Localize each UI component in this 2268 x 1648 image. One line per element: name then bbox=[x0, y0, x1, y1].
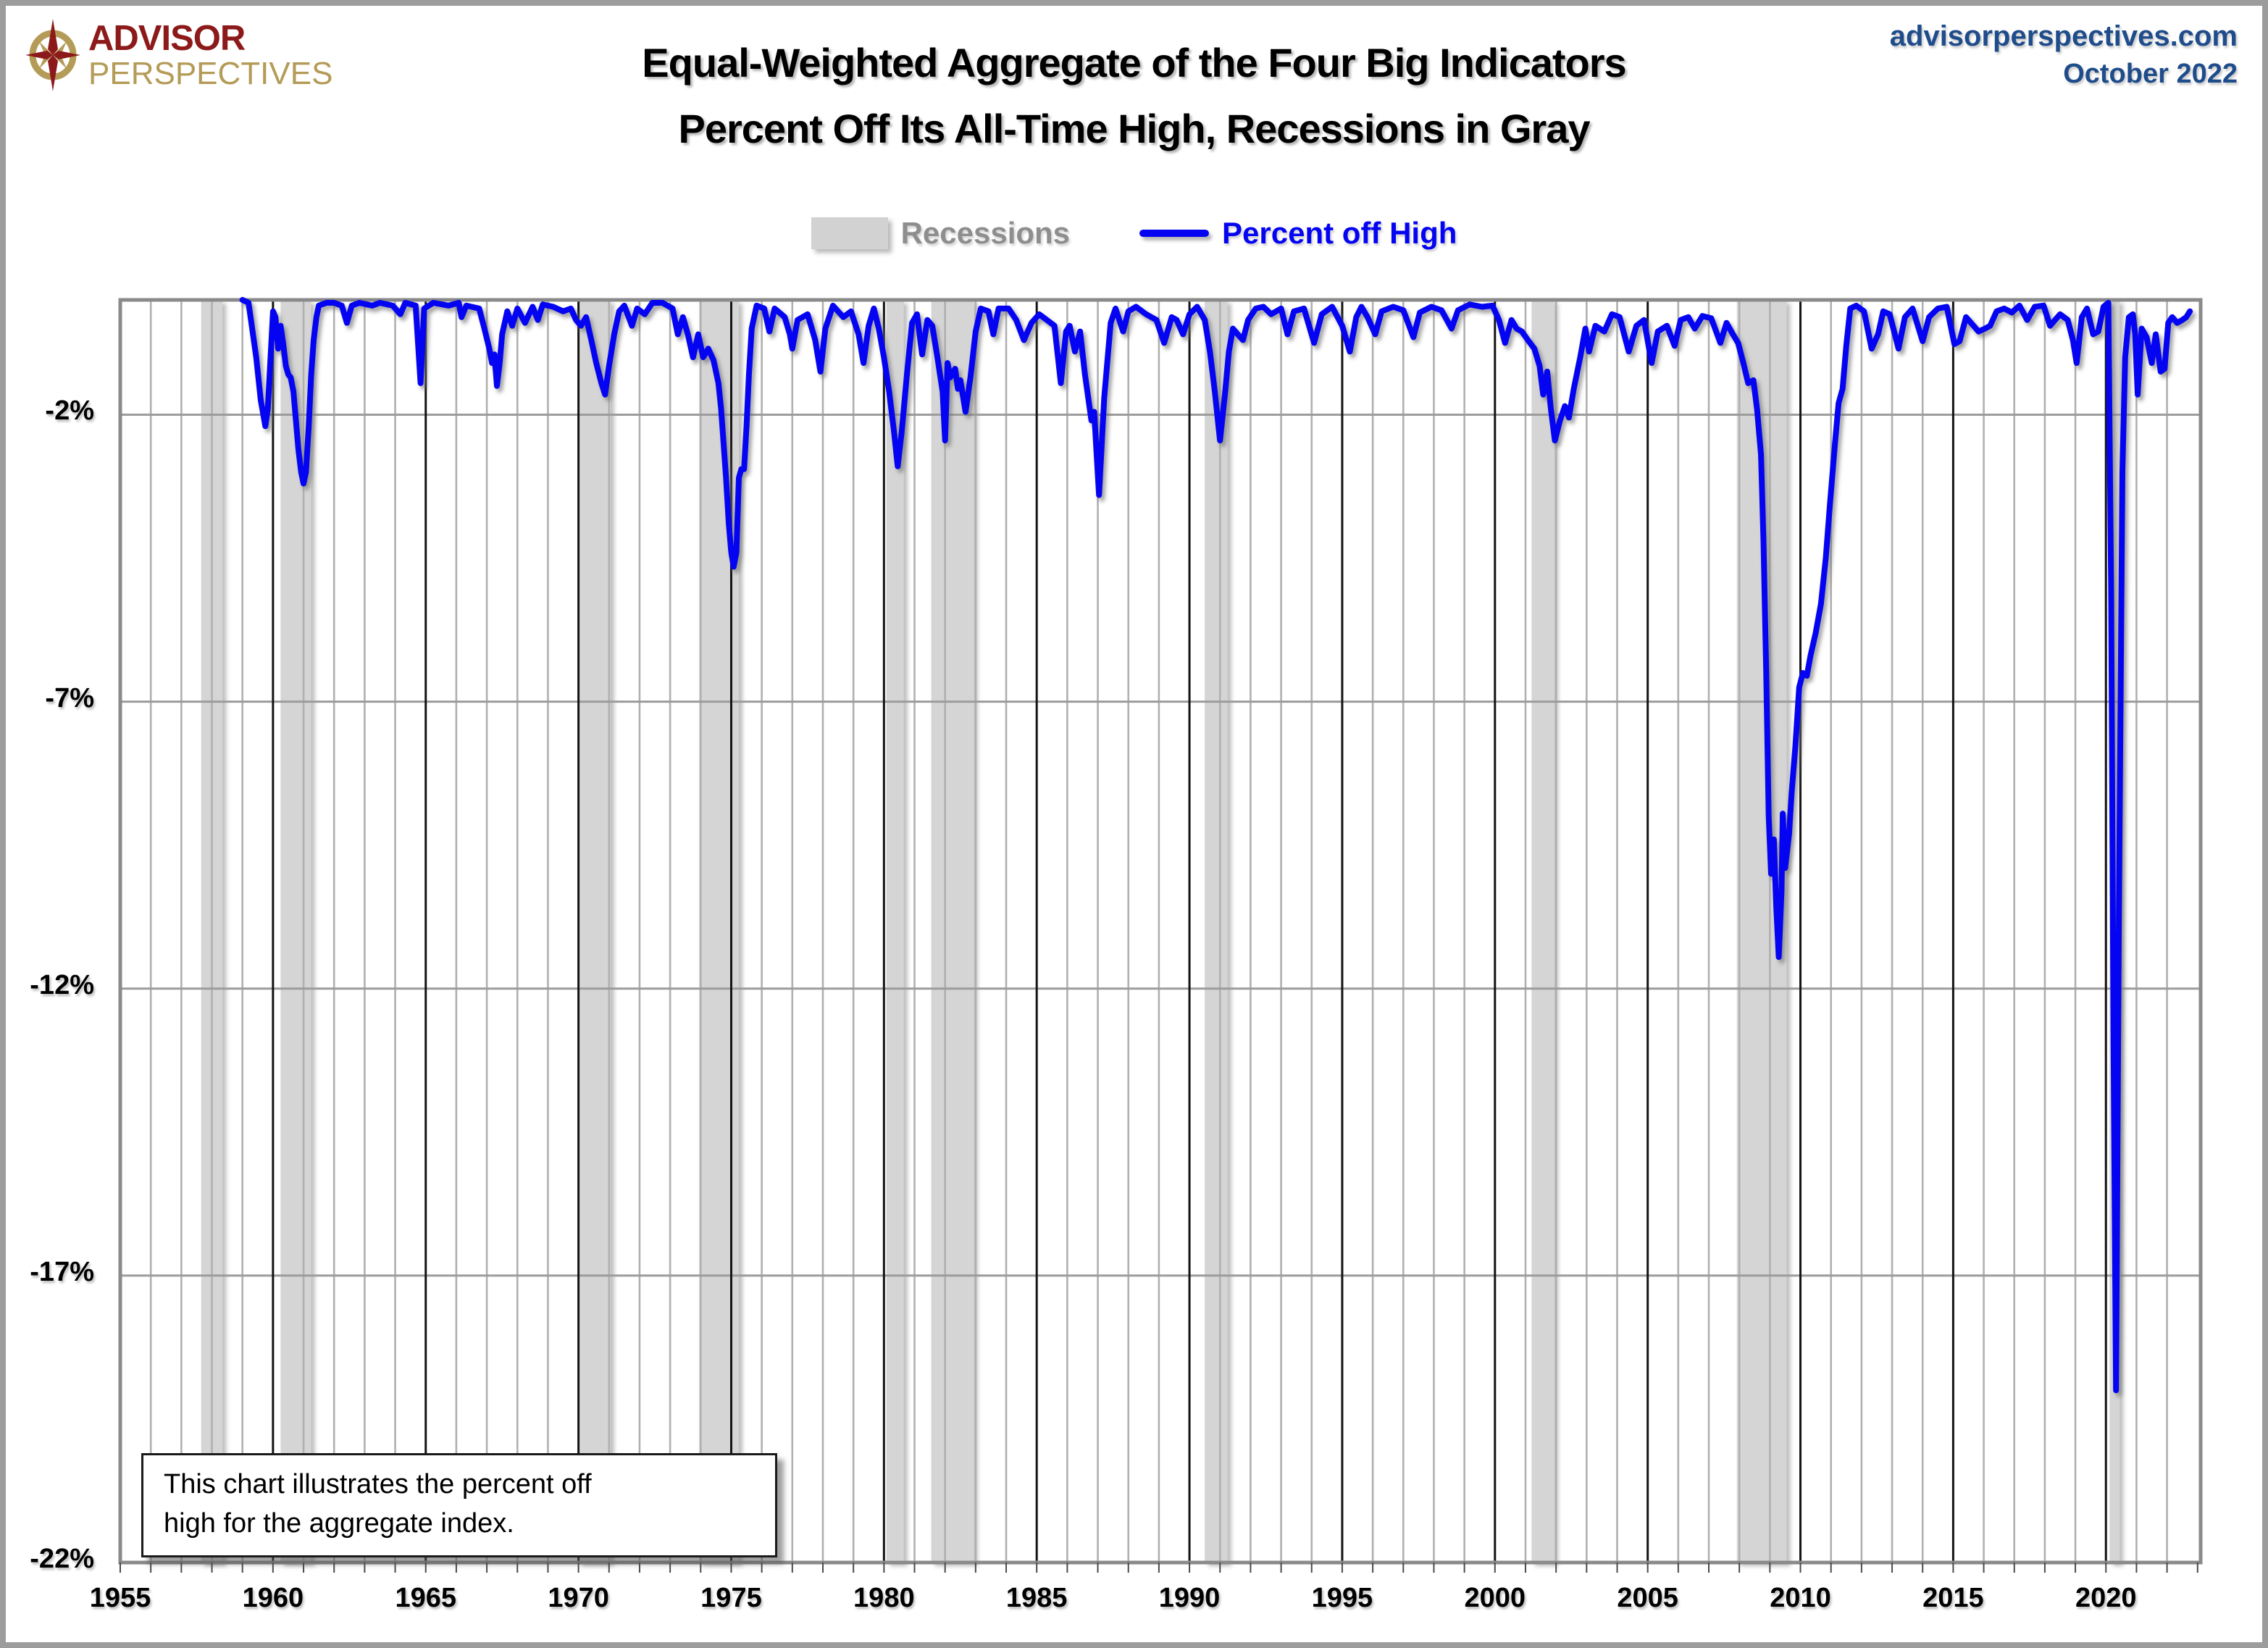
recession-band bbox=[578, 300, 611, 1563]
legend-series-label: Percent off High bbox=[1222, 216, 1457, 250]
recession-band bbox=[931, 300, 974, 1563]
chart-plot-area bbox=[118, 297, 2203, 1573]
x-axis-label: 1955 bbox=[89, 1583, 151, 1613]
logo-wordmark-advisor: ADVISOR bbox=[88, 18, 246, 58]
title-line-1: Equal-Weighted Aggregate of the Four Big… bbox=[642, 40, 1626, 85]
recession-band bbox=[886, 300, 904, 1563]
compass-rose-icon bbox=[25, 19, 80, 91]
logo-wordmark-perspectives: PERSPECTIVES bbox=[88, 55, 333, 91]
y-axis-label: -22% bbox=[30, 1544, 94, 1574]
source-site-text: advisorperspectives.com bbox=[1889, 20, 2238, 52]
y-axis-label: -17% bbox=[30, 1256, 94, 1287]
x-axis-label: 2000 bbox=[1464, 1583, 1526, 1613]
x-axis-label: 2015 bbox=[1922, 1583, 1984, 1613]
x-axis-label: 2020 bbox=[2075, 1583, 2137, 1613]
recession-swatch bbox=[811, 217, 888, 249]
annotation-line-1: This chart illustrates the percent off bbox=[164, 1469, 592, 1499]
y-axis-label: -2% bbox=[45, 396, 94, 427]
y-axis-label: -12% bbox=[30, 969, 94, 1000]
recession-band bbox=[1531, 300, 1555, 1563]
annotation-box: This chart illustrates the percent off h… bbox=[141, 1453, 777, 1557]
x-axis-label: 1990 bbox=[1158, 1583, 1221, 1613]
header-source-block: advisorperspectives.com October 2022 bbox=[1890, 20, 2238, 90]
x-axis-label: 2010 bbox=[1770, 1583, 1831, 1613]
x-axis-label: 1970 bbox=[548, 1583, 609, 1613]
series-line-sample bbox=[1139, 230, 1210, 237]
x-axis-label: 2005 bbox=[1617, 1583, 1678, 1613]
y-axis-label: -7% bbox=[45, 682, 94, 714]
legend-recessions-label: Recessions bbox=[900, 216, 1071, 250]
title-line-2: Percent Off Its All-Time High, Recession… bbox=[678, 106, 1590, 151]
annotation-line-2: high for the aggregate index. bbox=[164, 1507, 514, 1539]
percent-off-high-line bbox=[239, 297, 2193, 1394]
recession-band bbox=[699, 300, 740, 1563]
recession-band bbox=[1205, 300, 1228, 1563]
x-axis-label: 1975 bbox=[700, 1583, 762, 1613]
legend: Recessions Percent off High bbox=[6, 216, 2262, 251]
x-axis-label: 1995 bbox=[1311, 1583, 1373, 1613]
x-axis-label: 1985 bbox=[1005, 1583, 1068, 1613]
recession-band bbox=[280, 300, 311, 1563]
x-axis-label: 1980 bbox=[853, 1583, 915, 1613]
chart-date-text: October 2022 bbox=[2063, 59, 2238, 89]
x-axis-label: 1960 bbox=[242, 1583, 304, 1613]
x-axis-label: 1965 bbox=[395, 1583, 456, 1613]
page-title: Equal-Weighted Aggregate of the Four Big… bbox=[6, 39, 2262, 152]
advisor-perspectives-logo: ADVISOR PERSPECTIVES bbox=[25, 17, 332, 93]
